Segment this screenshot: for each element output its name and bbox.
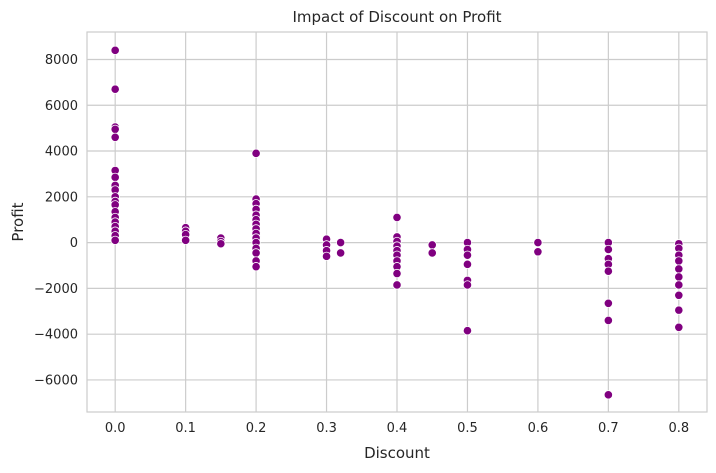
data-points: [110, 45, 684, 400]
grid-lines: [87, 32, 707, 412]
y-tick-label: −6000: [34, 373, 78, 388]
x-tick-label: 0.3: [316, 421, 337, 436]
x-tick-labels: 0.0 0.1 0.2 0.3 0.4 0.5 0.6 0.7 0.8: [105, 421, 689, 436]
x-tick-label: 0.1: [175, 421, 196, 436]
data-point: [674, 290, 684, 300]
data-point: [427, 240, 437, 250]
data-point: [110, 132, 120, 142]
y-tick-label: 0: [70, 236, 78, 251]
data-point: [181, 235, 191, 245]
data-point: [674, 272, 684, 282]
data-point: [110, 235, 120, 245]
data-point: [674, 305, 684, 315]
data-point: [251, 262, 261, 272]
data-point: [336, 248, 346, 258]
data-point: [674, 322, 684, 332]
x-axis-label: Discount: [364, 444, 430, 462]
data-point: [392, 268, 402, 279]
data-point: [603, 266, 613, 276]
data-point: [603, 298, 613, 308]
data-point: [427, 248, 437, 258]
data-point: [533, 238, 543, 248]
data-point: [674, 264, 684, 274]
data-point: [110, 84, 120, 94]
x-tick-label: 0.5: [457, 421, 478, 436]
y-tick-label: 4000: [45, 145, 78, 160]
data-point: [462, 250, 473, 260]
data-point: [462, 280, 473, 290]
data-point: [251, 148, 261, 158]
data-point: [251, 248, 261, 258]
x-tick-label: 0.7: [598, 421, 619, 436]
data-point: [110, 172, 120, 182]
y-axis-label: Profit: [9, 202, 27, 241]
data-point: [110, 124, 120, 134]
y-tick-label: −2000: [34, 282, 78, 297]
x-tick-label: 0.0: [105, 421, 126, 436]
data-point: [110, 45, 120, 55]
data-point: [462, 259, 473, 269]
data-point: [674, 256, 684, 266]
y-tick-labels: −6000 −4000 −2000 0 2000 4000 6000 8000: [34, 53, 78, 388]
data-point: [603, 244, 613, 255]
data-point: [603, 315, 613, 326]
data-point: [321, 251, 332, 261]
data-point: [533, 247, 543, 257]
data-point: [392, 280, 402, 290]
y-tick-label: 6000: [45, 99, 78, 114]
x-tick-label: 0.8: [668, 421, 689, 436]
x-tick-label: 0.2: [246, 421, 267, 436]
data-point: [336, 238, 346, 248]
x-tick-label: 0.6: [528, 421, 549, 436]
y-tick-label: 2000: [45, 190, 78, 205]
data-point: [603, 390, 613, 400]
data-point: [674, 280, 684, 290]
data-point: [462, 326, 473, 336]
x-tick-label: 0.4: [387, 421, 408, 436]
data-point: [216, 239, 226, 249]
y-tick-label: −4000: [34, 328, 78, 343]
y-tick-label: 8000: [45, 53, 78, 68]
data-point: [392, 212, 402, 223]
chart-title: Impact of Discount on Profit: [292, 8, 501, 26]
